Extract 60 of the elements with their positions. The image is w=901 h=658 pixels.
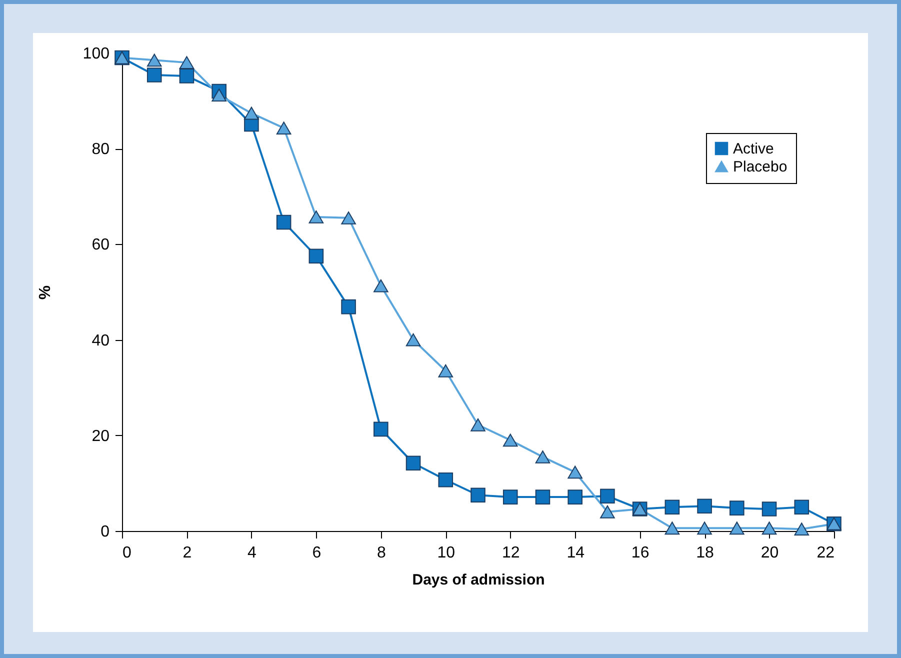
point [276, 122, 292, 135]
point [244, 106, 259, 120]
y-axis-title: % [36, 285, 54, 300]
x-tick-label: 16 [631, 544, 650, 562]
point [179, 56, 194, 70]
x-tick-label: 2 [182, 544, 192, 562]
point [212, 88, 226, 102]
x-tick-label: 6 [312, 544, 322, 562]
point [730, 522, 744, 535]
point [374, 279, 388, 292]
point [438, 364, 454, 378]
point [762, 522, 777, 535]
point [308, 210, 324, 224]
x-tick-label: 8 [376, 544, 386, 562]
point [438, 472, 454, 488]
y-tick-label: 40 [92, 332, 110, 350]
point [568, 490, 582, 504]
point [794, 500, 810, 514]
y-tick-label: 0 [100, 524, 110, 540]
legend-label: Placebo [733, 158, 788, 176]
point [664, 522, 680, 535]
point [502, 434, 518, 447]
x-tick-label: 18 [696, 544, 714, 562]
point [535, 450, 550, 464]
point [146, 54, 162, 67]
point [600, 488, 615, 504]
point [568, 466, 582, 479]
point [179, 68, 194, 84]
x-axis-title: Days of admission [412, 572, 545, 588]
x-tick-label: 0 [122, 544, 132, 562]
x-tick-label: 14 [566, 544, 585, 562]
point [146, 68, 162, 82]
y-tick-label: 80 [92, 141, 110, 158]
legend-label: Active [733, 140, 774, 158]
point [470, 488, 486, 503]
point [697, 498, 712, 514]
x-tick-label: 10 [437, 544, 456, 562]
x-tick-label: 22 [816, 544, 835, 562]
x-tick-label: 4 [248, 544, 256, 562]
y-tick-label: 20 [92, 428, 110, 445]
point [600, 505, 615, 518]
point [502, 490, 518, 504]
point [406, 333, 421, 346]
point [730, 500, 744, 516]
x-tick-label: 20 [760, 544, 779, 562]
y-tick-label: 60 [92, 236, 110, 254]
point [406, 456, 421, 471]
y-tick-label: 100 [82, 46, 110, 62]
point [535, 490, 550, 504]
point [697, 522, 712, 535]
point [664, 500, 680, 514]
point [470, 418, 486, 432]
point [276, 214, 292, 230]
point [374, 422, 388, 437]
x-tick-label: 12 [502, 544, 520, 562]
point [341, 299, 356, 314]
point [308, 248, 324, 264]
point [794, 522, 810, 536]
point [341, 211, 356, 224]
point [762, 502, 777, 516]
